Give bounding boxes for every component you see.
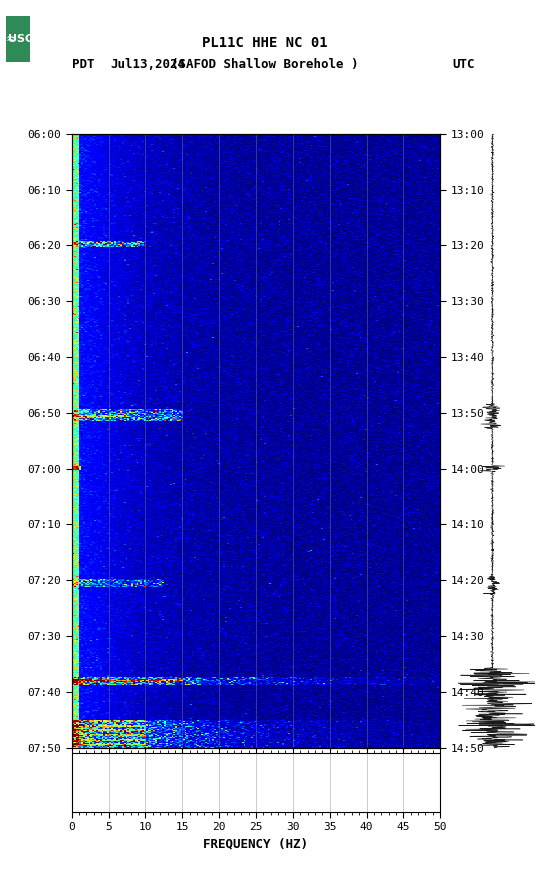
- Text: PDT: PDT: [72, 58, 94, 71]
- Text: PL11C HHE NC 01: PL11C HHE NC 01: [202, 36, 328, 50]
- Text: ≈: ≈: [6, 32, 17, 46]
- FancyBboxPatch shape: [6, 16, 30, 62]
- Text: Jul13,2024: Jul13,2024: [110, 58, 185, 71]
- Text: USGS: USGS: [8, 34, 43, 44]
- Text: (SAFOD Shallow Borehole ): (SAFOD Shallow Borehole ): [171, 58, 359, 71]
- Text: UTC: UTC: [453, 58, 475, 71]
- X-axis label: FREQUENCY (HZ): FREQUENCY (HZ): [204, 838, 309, 851]
